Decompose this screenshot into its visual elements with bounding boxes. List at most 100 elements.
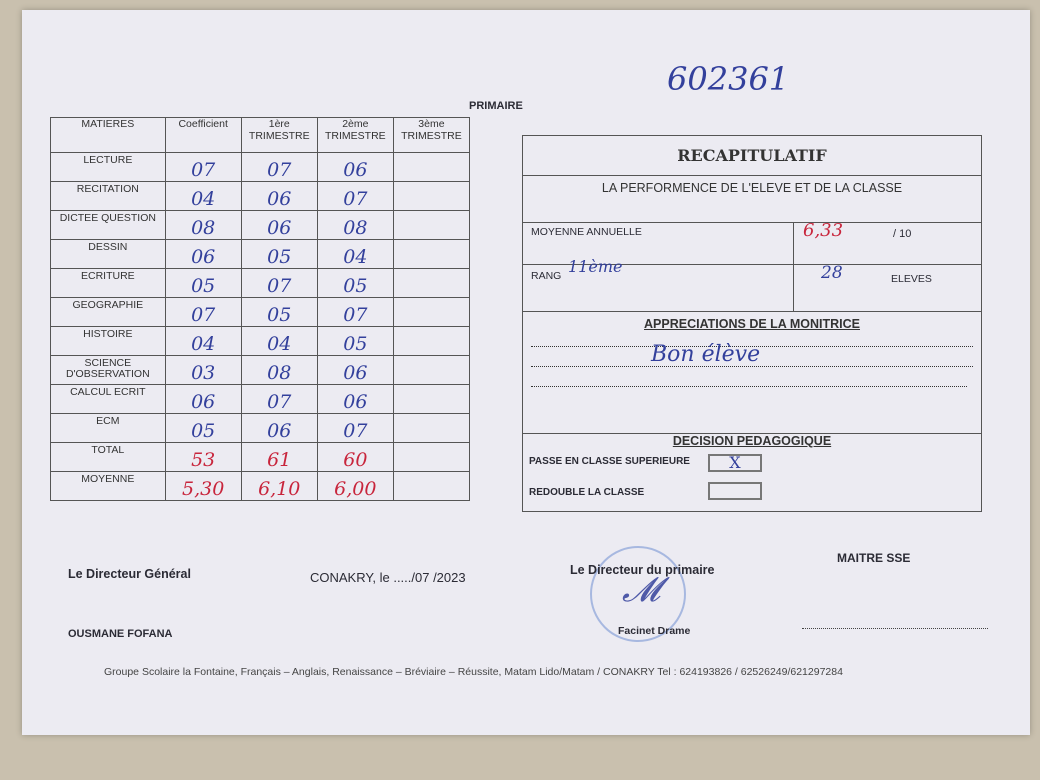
grade-coef: 08 [164, 210, 242, 240]
subject-label: GEOGRAPHIE [50, 297, 166, 327]
table-row: DESSIN 06 05 04 [50, 239, 471, 269]
grade-t3 [392, 181, 471, 211]
grade-t2: 06 [316, 384, 394, 414]
grade-coef: 06 [164, 384, 242, 414]
recap-divider [793, 223, 794, 311]
total-row: TOTAL 53 61 60 [50, 442, 471, 472]
grade-t2: 06 [316, 355, 394, 385]
moyenne-t3 [392, 471, 471, 501]
subject-label: RECITATION [50, 181, 166, 211]
header-t1: 1ère TRIMESTRE [240, 117, 318, 153]
grade-t3 [392, 297, 471, 327]
recap-subtitle-row: LA PERFORMENCE DE L'ELEVE ET DE LA CLASS… [523, 176, 981, 223]
eleves-label: ELEVES [891, 273, 932, 285]
grade-t1: 05 [240, 297, 318, 327]
level-title: PRIMAIRE [469, 100, 523, 112]
rang-value: 11ème [568, 257, 623, 276]
grade-t2: 05 [316, 268, 394, 298]
redouble-checkbox[interactable] [708, 482, 762, 500]
table-row: DICTEE QUESTION 08 06 08 [50, 210, 471, 240]
subject-label: DICTEE QUESTION [50, 210, 166, 240]
moyenne-annuelle-value: 6,33 [803, 220, 844, 241]
school-address: Groupe Scolaire la Fontaine, Français – … [104, 666, 843, 678]
rang-row: RANG 11ème 28 ELEVES [523, 257, 981, 312]
table-row: HISTOIRE 04 04 05 [50, 326, 471, 356]
total-t1: 61 [240, 442, 318, 472]
grade-t1: 07 [240, 152, 318, 182]
grade-coef: 04 [164, 181, 242, 211]
header-coefficient: Coefficient [164, 117, 242, 153]
table-row: RECITATION 04 06 07 [50, 181, 471, 211]
grade-t1: 05 [240, 239, 318, 269]
grade-t1: 06 [240, 210, 318, 240]
subject-label: ECRITURE [50, 268, 166, 298]
table-header-row: MATIERES Coefficient 1ère TRIMESTRE 2ème… [50, 117, 471, 153]
directeur-primaire-name: Facinet Drame [618, 625, 691, 637]
grade-t1: 06 [240, 413, 318, 443]
subject-label: DESSIN [50, 239, 166, 269]
dotted-line [531, 346, 973, 347]
grade-t2: 08 [316, 210, 394, 240]
total-t2: 60 [316, 442, 394, 472]
appreciations-title: APPRECIATIONS DE LA MONITRICE [644, 317, 860, 331]
total-label: TOTAL [50, 442, 166, 472]
appreciation-text: Bon élève [651, 342, 761, 367]
total-t3 [392, 442, 471, 472]
grade-coef: 07 [164, 152, 242, 182]
passe-label: PASSE EN CLASSE SUPERIEURE [529, 456, 690, 467]
grade-t3 [392, 326, 471, 356]
eleves-value: 28 [821, 263, 843, 283]
table-row: ECRITURE 05 07 05 [50, 268, 471, 298]
dotted-line [531, 366, 973, 367]
table-row: SCIENCE D'OBSERVATION 03 08 06 [50, 355, 471, 385]
table-row: ECM 05 06 07 [50, 413, 471, 443]
grade-t2: 04 [316, 239, 394, 269]
grade-t3 [392, 268, 471, 298]
total-coef: 53 [164, 442, 242, 472]
subject-label: SCIENCE D'OBSERVATION [50, 355, 166, 385]
maitre-label: MAITRE SSE [837, 551, 911, 565]
passe-checkbox[interactable]: X [708, 454, 762, 472]
recap-box: RECAPITULATIF LA PERFORMENCE DE L'ELEVE … [522, 135, 982, 512]
header-t2: 2ème TRIMESTRE [316, 117, 394, 153]
grade-t3 [392, 152, 471, 182]
grades-table: MATIERES Coefficient 1ère TRIMESTRE 2ème… [50, 117, 471, 501]
grade-t3 [392, 355, 471, 385]
subject-label: LECTURE [50, 152, 166, 182]
grade-t1: 08 [240, 355, 318, 385]
subject-label: ECM [50, 413, 166, 443]
grade-t1: 06 [240, 181, 318, 211]
rang-label: RANG [531, 270, 562, 282]
grade-t3 [392, 239, 471, 269]
moyenne-label: MOYENNE [50, 471, 166, 501]
signature: 𝓜 [622, 570, 661, 610]
moyenne-annuelle-label: MOYENNE ANNUELLE [531, 226, 642, 238]
grade-coef: 05 [164, 413, 242, 443]
header-t3: 3ème TRIMESTRE [392, 117, 471, 153]
document-number: 602361 [667, 60, 790, 98]
table-row: LECTURE 07 07 06 [50, 152, 471, 182]
grade-coef: 03 [164, 355, 242, 385]
grade-t3 [392, 210, 471, 240]
grade-coef: 04 [164, 326, 242, 356]
header-matieres: MATIERES [50, 117, 166, 153]
table-row: GEOGRAPHIE 07 05 07 [50, 297, 471, 327]
grade-t2: 07 [316, 181, 394, 211]
grade-coef: 05 [164, 268, 242, 298]
grade-t3 [392, 413, 471, 443]
table-row: CALCUL ECRIT 06 07 06 [50, 384, 471, 414]
redouble-label: REDOUBLE LA CLASSE [529, 487, 645, 498]
grade-t1: 04 [240, 326, 318, 356]
moyenne-row: MOYENNE 5,30 6,10 6,00 [50, 471, 471, 501]
directeur-general-label: Le Directeur Général [68, 567, 191, 581]
grade-t1: 07 [240, 268, 318, 298]
subject-label: CALCUL ECRIT [50, 384, 166, 414]
grade-t1: 07 [240, 384, 318, 414]
place-date: CONAKRY, le ...../07 /2023 [310, 570, 466, 585]
grade-t2: 07 [316, 297, 394, 327]
directeur-general-name: OUSMANE FOFANA [68, 628, 173, 640]
dotted-line [531, 386, 967, 387]
grade-t3 [392, 384, 471, 414]
stamp-seal [590, 546, 686, 642]
moyenne-scale: / 10 [893, 228, 912, 240]
